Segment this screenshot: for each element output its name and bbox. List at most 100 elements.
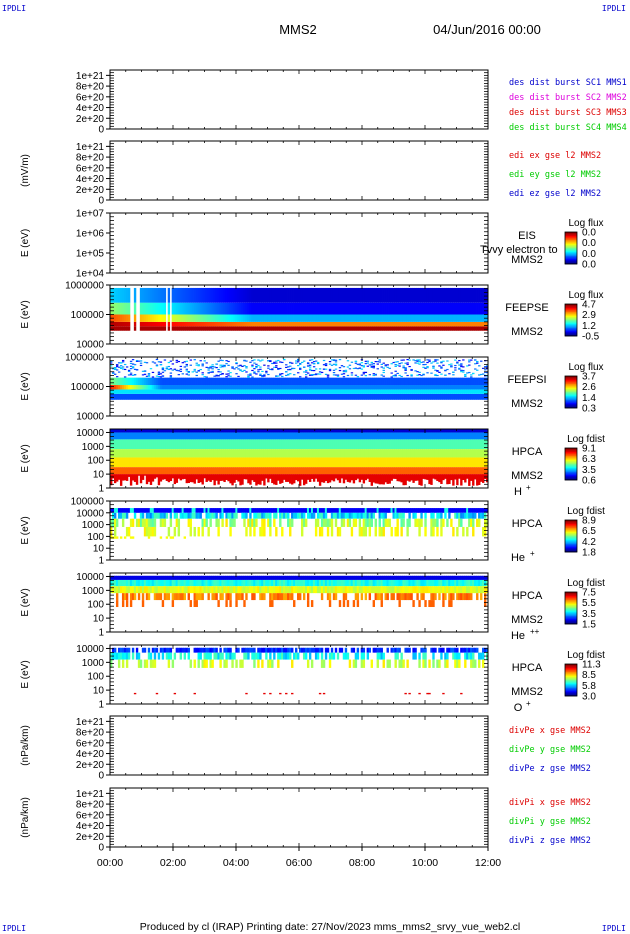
- spectrogram-cell: [364, 371, 368, 374]
- spectrogram-cell: [428, 439, 431, 450]
- spectrogram-cell: [476, 449, 479, 458]
- spectrogram-cell: [342, 287, 346, 303]
- spectrogram-cell: [267, 314, 270, 322]
- spectrogram-cell: [137, 393, 141, 400]
- spectrogram-cell: [299, 367, 302, 369]
- spectrogram-cell: [127, 389, 131, 394]
- spectrogram-cell: [318, 429, 322, 433]
- colorbar-swatch: [565, 397, 577, 399]
- spectrogram-cell: [306, 372, 310, 374]
- spectrogram-cell: [410, 369, 413, 371]
- spectrogram-cell: [147, 536, 151, 539]
- spectrogram-cell: [211, 371, 214, 373]
- spectrogram-cell: [259, 474, 262, 485]
- spectrogram-cell: [249, 374, 252, 376]
- spectrogram-cell: [416, 359, 419, 361]
- spectrogram-cell: [318, 373, 322, 375]
- spectrogram-cell: [336, 512, 340, 519]
- spectrogram-cell: [219, 457, 222, 468]
- spectrogram-cell: [251, 389, 254, 394]
- species-charge: +: [526, 483, 531, 492]
- spectrogram-cell: [209, 432, 212, 440]
- spectrogram-cell: [454, 429, 457, 433]
- spectrogram-cell: [273, 439, 276, 450]
- spectrogram-cell: [368, 364, 372, 366]
- spectrogram-cell: [195, 287, 198, 303]
- spectrogram-cell: [436, 518, 439, 527]
- spectrogram-cell: [310, 389, 314, 394]
- spectrogram-cell: [466, 457, 469, 468]
- spectrogram-cell: [430, 385, 433, 390]
- spectrogram-cell: [308, 321, 312, 327]
- spectrogram-cell: [352, 393, 356, 400]
- spectrogram-cell: [308, 366, 312, 368]
- spectrogram-cell: [219, 439, 222, 450]
- spectrogram-cell: [247, 449, 250, 458]
- spectrogram-cell: [153, 389, 157, 394]
- spectrogram-cell: [217, 360, 220, 362]
- spectrogram-cell: [187, 287, 190, 303]
- spectrogram-cell: [484, 375, 487, 377]
- spectrogram-cell: [291, 449, 294, 458]
- spectrogram-cell: [115, 376, 119, 378]
- spectrogram-cell: [364, 375, 368, 377]
- spectrogram-cell: [275, 512, 278, 519]
- spectrogram-cell: [462, 457, 465, 468]
- spectrogram-cell: [177, 467, 181, 475]
- spectrogram-cell: [300, 467, 304, 475]
- spectrogram-cell: [177, 321, 181, 327]
- colorbar-swatch: [565, 314, 577, 317]
- spectrogram-cell: [300, 361, 304, 364]
- spectrogram-cell: [229, 508, 232, 513]
- spectrogram-cell: [430, 287, 433, 303]
- spectrogram-cell: [175, 429, 179, 433]
- spectrogram-cell: [175, 326, 179, 331]
- spectrogram-cell: [115, 467, 119, 475]
- spectrogram-cell: [442, 474, 445, 481]
- spectrogram-cell: [382, 457, 385, 468]
- spectrogram-cell: [442, 429, 445, 433]
- spectrogram-cell: [157, 385, 161, 390]
- spectrogram-cell: [394, 374, 397, 376]
- spectrogram-cell: [233, 385, 236, 390]
- spectrogram-cell: [239, 314, 242, 322]
- spectrogram-cell: [203, 439, 206, 450]
- spectrogram-cell: [458, 377, 461, 386]
- spectrogram-cell: [396, 512, 399, 519]
- spectrogram-cell: [217, 457, 220, 468]
- spectrogram-cell: [364, 360, 368, 362]
- spectrogram-cell: [452, 393, 455, 400]
- spectrogram-cell: [348, 429, 352, 433]
- spectrogram-cell: [454, 367, 457, 369]
- spectrogram-cell: [452, 385, 455, 390]
- spectrogram-cell: [344, 474, 348, 480]
- spectrogram-cell: [416, 314, 419, 322]
- spectrogram-cell: [225, 302, 228, 315]
- spectrogram-cell: [271, 439, 274, 450]
- spectrogram-cell: [125, 385, 129, 390]
- spectrogram-cell: [480, 393, 483, 400]
- spectrogram-cell: [110, 474, 113, 486]
- spectrogram-cell: [139, 512, 143, 519]
- instrument-label: HPCA: [512, 446, 543, 458]
- spectrogram-cell: [476, 518, 479, 527]
- spectrogram-cell: [115, 369, 119, 371]
- spectrogram-cell: [221, 508, 224, 513]
- spectrogram-cell: [348, 512, 352, 519]
- spectrogram-cell: [324, 302, 328, 315]
- spectrogram-cell: [330, 359, 334, 361]
- spectrogram-cell: [452, 302, 455, 315]
- spectrogram-cell: [332, 393, 336, 400]
- spectrogram-cell: [197, 439, 200, 450]
- spectrogram-cell: [360, 526, 364, 537]
- spectrogram-cell: [436, 377, 439, 386]
- spectrogram-cell: [297, 385, 300, 390]
- spectrogram-cell: [163, 389, 167, 394]
- spectrogram-cell: [470, 377, 473, 386]
- spectrogram-cell: [316, 449, 320, 458]
- spectrogram-cell: [420, 512, 423, 519]
- colorbar-tick-label: 2.6: [582, 382, 596, 393]
- spectrogram-cell: [352, 474, 356, 484]
- spectrogram-cell: [137, 389, 141, 394]
- spectrogram-cell: [336, 385, 340, 390]
